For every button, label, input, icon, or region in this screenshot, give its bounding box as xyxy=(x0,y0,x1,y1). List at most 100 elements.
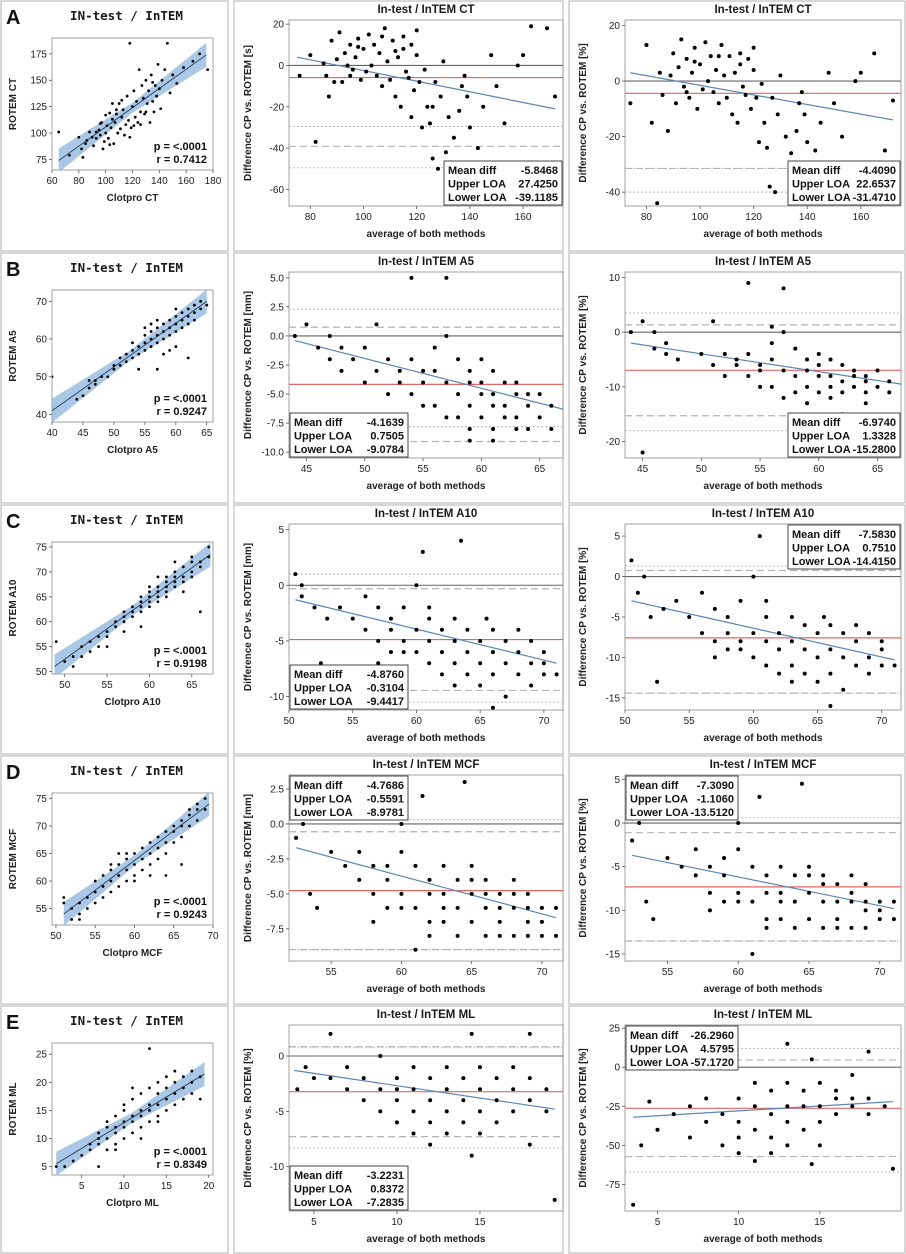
stats-value: -7.5830 xyxy=(859,529,896,541)
x-tick-label: 10 xyxy=(733,1217,745,1228)
data-point xyxy=(459,84,464,89)
x-tick-label: 160 xyxy=(178,176,195,187)
data-point xyxy=(114,1114,117,1118)
data-point xyxy=(80,645,84,649)
data-point xyxy=(342,51,347,56)
data-point xyxy=(875,384,880,389)
data-point xyxy=(462,73,467,78)
data-point xyxy=(371,919,376,924)
y-axis-label: Difference CP vs. ROTEM [mm] xyxy=(243,794,254,942)
data-point xyxy=(469,877,474,882)
data-point xyxy=(652,346,657,351)
data-point xyxy=(162,337,165,341)
stats-box-frame xyxy=(625,1025,739,1071)
data-point xyxy=(815,655,820,660)
data-point xyxy=(181,1075,185,1079)
data-point xyxy=(388,627,393,632)
data-point xyxy=(777,647,782,652)
data-point xyxy=(148,1086,151,1090)
stats-box-frame xyxy=(289,775,409,821)
trend-line xyxy=(630,72,894,121)
data-point xyxy=(162,322,165,326)
x-tick-label: 10 xyxy=(391,1217,403,1228)
data-point xyxy=(484,616,489,621)
data-point xyxy=(371,863,376,868)
x-tick-label: 5 xyxy=(655,1217,661,1228)
data-point xyxy=(162,352,165,356)
data-point xyxy=(85,139,89,142)
plot-inner xyxy=(57,41,210,170)
data-point xyxy=(511,877,516,882)
data-point xyxy=(131,610,134,614)
stats-label: Lower LOA xyxy=(630,807,689,819)
data-point xyxy=(817,1119,822,1124)
data-point xyxy=(396,55,401,60)
data-point xyxy=(171,73,175,77)
data-point xyxy=(809,1162,814,1167)
data-point xyxy=(147,89,151,93)
y-tick-label: 2.5 xyxy=(270,302,284,313)
data-point xyxy=(131,356,134,360)
data-point xyxy=(97,1131,101,1135)
x-tick-label: 55 xyxy=(90,931,102,942)
data-point xyxy=(491,438,496,443)
data-point xyxy=(137,352,141,356)
data-point xyxy=(828,703,833,708)
data-point xyxy=(421,368,426,373)
data-point xyxy=(173,575,177,579)
data-point xyxy=(544,1109,549,1114)
data-point xyxy=(188,808,191,811)
data-point xyxy=(409,42,414,47)
y-tick-label: -25 xyxy=(606,1102,621,1113)
x-tick-label: 80 xyxy=(305,212,317,223)
data-point xyxy=(671,1112,676,1117)
y-tick-label: 175 xyxy=(30,49,47,60)
data-point xyxy=(173,1103,177,1107)
data-point xyxy=(467,368,472,373)
data-point xyxy=(139,1109,143,1112)
x-tick-label: 5 xyxy=(311,1217,317,1228)
stats-box: Mean diff -6.9740 Upper LOA 1.3328 Lower LOA… xyxy=(787,412,901,458)
data-point xyxy=(164,1097,168,1101)
y-tick-label: 25 xyxy=(609,1024,621,1035)
data-point xyxy=(813,148,818,153)
data-point xyxy=(722,373,727,378)
x-axis-label: Clotpro ML xyxy=(106,1198,159,1209)
data-point xyxy=(329,38,334,43)
data-point xyxy=(527,1142,532,1147)
data-point xyxy=(628,101,633,106)
x-tick-label: 45 xyxy=(77,428,89,439)
data-point xyxy=(90,135,94,139)
data-point xyxy=(441,905,446,910)
data-point xyxy=(781,368,786,373)
y-tick-label: 2.5 xyxy=(270,784,284,795)
data-point xyxy=(439,627,444,632)
data-point xyxy=(467,426,472,431)
trend-line xyxy=(296,56,556,110)
stats-value: -6.9740 xyxy=(859,417,896,429)
chart-title: In-test / InTEM ML xyxy=(714,1009,812,1021)
data-point xyxy=(725,631,730,636)
y-tick-label: -5 xyxy=(611,862,620,873)
data-point xyxy=(71,1159,75,1163)
stats-value: 22.6537 xyxy=(856,179,896,191)
data-point xyxy=(93,382,97,386)
data-point xyxy=(712,655,717,660)
data-point xyxy=(198,1097,202,1101)
data-point xyxy=(863,401,868,406)
data-point xyxy=(93,379,97,382)
data-point xyxy=(750,899,755,904)
r-value-text: r = 0.9198 xyxy=(157,658,207,670)
panel-e-1: In-test / InTEM ML 5 10 15 -10 -5 0 average of … xyxy=(233,1005,564,1254)
data-point xyxy=(303,1065,308,1070)
data-point xyxy=(537,392,542,397)
data-point xyxy=(139,1092,143,1095)
x-tick-label: 10 xyxy=(118,1181,130,1192)
data-point xyxy=(52,375,54,379)
data-point xyxy=(483,877,488,882)
x-tick-label: 100 xyxy=(355,212,372,223)
x-tick-label: 60 xyxy=(411,716,423,727)
data-point xyxy=(439,672,444,677)
data-point xyxy=(315,905,320,910)
data-point xyxy=(818,120,823,125)
